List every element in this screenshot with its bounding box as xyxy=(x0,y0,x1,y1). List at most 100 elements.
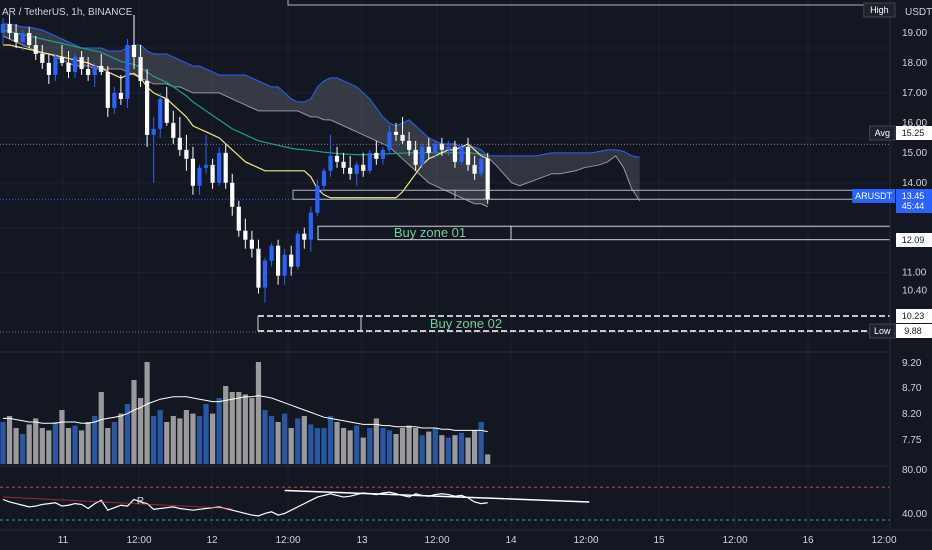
volume-bar xyxy=(308,424,314,464)
future-cloud-fill xyxy=(487,149,640,201)
candle xyxy=(393,122,399,141)
candle-body xyxy=(0,24,6,33)
candle xyxy=(131,15,137,69)
candle xyxy=(217,146,222,186)
candle-body xyxy=(86,68,91,75)
candle-body xyxy=(459,146,464,162)
volume-bar xyxy=(341,428,347,464)
candle-body xyxy=(465,146,471,165)
volume-bar xyxy=(249,398,255,464)
candle xyxy=(86,56,91,81)
price-axis: 19.0018.0017.0016.0015.0014.0012.0011.00… xyxy=(852,0,932,550)
price-tag-name-bg xyxy=(863,2,896,18)
price-tag: High xyxy=(863,2,896,18)
candle xyxy=(439,137,444,156)
candle-body xyxy=(426,146,431,153)
candle-body xyxy=(27,33,32,45)
osc-trendline xyxy=(284,489,590,503)
volume-bar xyxy=(170,416,176,464)
x-tick-label: 11 xyxy=(58,535,69,546)
volume-bar xyxy=(203,404,209,464)
price-tag-name-bg xyxy=(869,125,896,141)
volume-bar xyxy=(144,362,150,464)
volume-bar xyxy=(262,410,268,464)
candle-body xyxy=(289,254,294,267)
x-tick-label: 12:00 xyxy=(722,535,747,546)
y-tick-label: 16.00 xyxy=(902,118,927,129)
volume-bar xyxy=(242,394,248,464)
volume-bar xyxy=(472,430,478,464)
candle-body xyxy=(295,233,300,267)
volume-bar xyxy=(26,424,32,464)
volume-tick-label: 8.20 xyxy=(902,409,922,420)
volume-bar xyxy=(445,437,451,464)
price-tag-name: ARUSDT xyxy=(855,191,893,201)
candle xyxy=(348,155,353,180)
candle xyxy=(407,131,412,156)
candle-body xyxy=(138,56,143,81)
x-tick-label: 12 xyxy=(206,535,218,546)
candle xyxy=(446,140,451,156)
osc-tick-label: 80.00 xyxy=(902,465,927,476)
candle-body xyxy=(210,164,215,183)
candle xyxy=(210,158,215,189)
candle-body xyxy=(485,158,490,200)
candle xyxy=(164,86,169,126)
volume-bar xyxy=(92,416,98,464)
volume-bar xyxy=(6,416,13,464)
candle-body xyxy=(361,164,366,171)
price-tag: Low 9.88 xyxy=(869,323,932,339)
candle-body xyxy=(7,24,12,33)
candle xyxy=(328,134,333,177)
candle-body xyxy=(197,167,202,186)
volume-bar xyxy=(236,392,242,464)
volume-bar xyxy=(52,422,58,464)
candle-body xyxy=(433,143,438,153)
volume-bar xyxy=(137,398,144,464)
candle-body xyxy=(308,212,313,240)
price-tag-value: 12.09 xyxy=(902,235,925,245)
cloud-fill xyxy=(3,24,488,207)
x-tick-label: 12:00 xyxy=(871,535,896,546)
volume-bar xyxy=(399,428,406,464)
time-axis: 11 12:00 12 12:00 13 12:00 14 12:00 15 12:00 16 12:… xyxy=(0,529,932,550)
x-tick-label: 16 xyxy=(802,535,814,546)
volume-bar xyxy=(347,430,353,464)
volume-bar xyxy=(327,416,334,464)
candle xyxy=(354,161,359,186)
candle xyxy=(249,230,254,258)
candle-body xyxy=(158,98,163,129)
candle xyxy=(387,125,392,153)
candle-body xyxy=(276,245,281,276)
volume-bar xyxy=(190,413,196,464)
volume-bar xyxy=(157,410,163,464)
candle xyxy=(485,152,490,204)
price-tag-value-bg xyxy=(896,324,932,338)
volume-bar xyxy=(229,392,235,464)
volume-bar xyxy=(458,432,465,464)
y-tick-label: 17.00 xyxy=(902,88,927,99)
candle xyxy=(145,68,150,147)
candle xyxy=(203,134,209,174)
future-cloud-lower xyxy=(487,155,641,202)
candle-body xyxy=(302,233,307,240)
price-tag-value-bg xyxy=(896,233,932,247)
candle-body xyxy=(367,152,372,171)
volume-bar xyxy=(268,416,275,464)
candle xyxy=(295,230,300,270)
volume-bar xyxy=(334,422,340,464)
candle-body xyxy=(315,185,320,213)
candle xyxy=(40,44,45,69)
volume-tick-label: 9.20 xyxy=(902,358,922,369)
candle-body xyxy=(472,164,477,174)
candle-body xyxy=(112,92,117,108)
candle-body xyxy=(348,167,353,174)
oscillator-pane: R xyxy=(0,486,890,521)
volume-bar xyxy=(360,437,366,464)
candle-body xyxy=(243,230,248,240)
volume-bar xyxy=(380,428,386,464)
candle-body xyxy=(420,146,425,165)
candle xyxy=(433,140,438,159)
